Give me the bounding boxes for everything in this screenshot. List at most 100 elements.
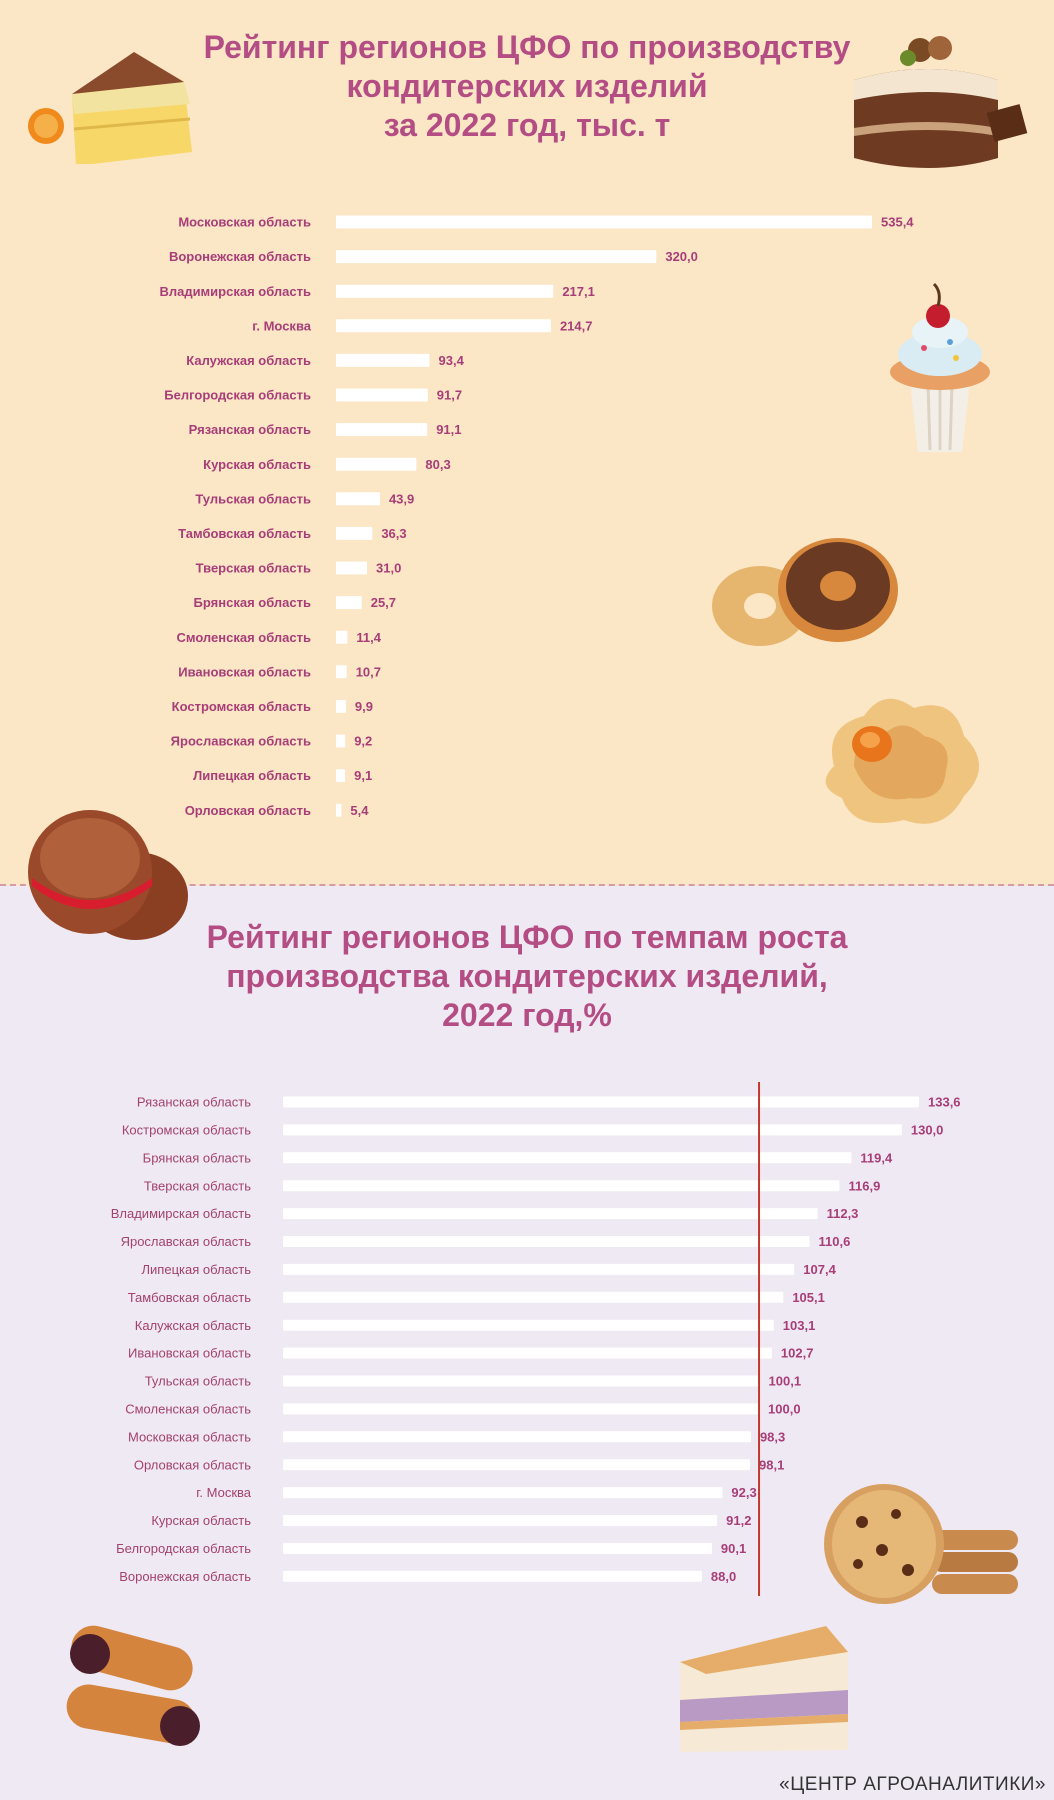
category-label: Курская область bbox=[203, 457, 311, 472]
layered-cake-slice-icon bbox=[680, 1626, 848, 1752]
value-label: 43,9 bbox=[389, 491, 414, 506]
category-label: Тульская область bbox=[195, 491, 311, 506]
category-label: Владимирская область bbox=[159, 284, 311, 299]
value-label: 93,4 bbox=[439, 353, 465, 368]
value-label: 103,1 bbox=[783, 1318, 816, 1333]
value-label: 133,6 bbox=[928, 1095, 961, 1110]
jam-cookie-icon bbox=[825, 698, 979, 824]
bar bbox=[336, 665, 347, 679]
category-label: Костромская область bbox=[122, 1122, 251, 1137]
category-label: Воронежская область bbox=[119, 1569, 251, 1584]
category-label: Московская область bbox=[128, 1429, 251, 1444]
value-label: 91,2 bbox=[726, 1513, 751, 1528]
cake-slice-orange-icon bbox=[28, 52, 192, 164]
category-label: Брянская область bbox=[143, 1150, 252, 1165]
bar bbox=[283, 1431, 751, 1443]
category-label: Брянская область bbox=[194, 595, 311, 610]
bar bbox=[336, 492, 380, 506]
bar bbox=[283, 1347, 772, 1359]
value-label: 25,7 bbox=[371, 595, 396, 610]
category-label: Ивановская область bbox=[128, 1346, 251, 1361]
category-label: Владимирская область bbox=[111, 1206, 251, 1221]
category-label: Тверская область bbox=[144, 1178, 251, 1193]
category-label: Орловская область bbox=[134, 1457, 251, 1472]
bar bbox=[283, 1375, 760, 1387]
bar bbox=[283, 1180, 840, 1192]
category-label: Ивановская область bbox=[178, 664, 311, 679]
value-label: 10,7 bbox=[356, 664, 381, 679]
bar bbox=[336, 250, 657, 264]
category-label: Белгородская область bbox=[116, 1541, 251, 1556]
category-label: Московская область bbox=[178, 215, 311, 230]
bar bbox=[336, 284, 554, 298]
category-label: Курская область bbox=[151, 1513, 251, 1528]
value-label: 105,1 bbox=[792, 1290, 825, 1305]
value-label: 98,1 bbox=[759, 1457, 784, 1472]
value-label: 36,3 bbox=[381, 526, 406, 541]
value-label: 90,1 bbox=[721, 1541, 746, 1556]
value-label: 31,0 bbox=[376, 561, 401, 576]
category-label: Костромская область bbox=[172, 699, 311, 714]
value-label: 112,3 bbox=[827, 1206, 859, 1221]
growth-bar-chart: Рязанская область 133,6 Костромская област… bbox=[111, 1082, 961, 1596]
bar bbox=[336, 526, 373, 540]
value-label: 214,7 bbox=[560, 318, 593, 333]
bar bbox=[336, 215, 872, 229]
bar bbox=[283, 1459, 751, 1471]
value-label: 110,6 bbox=[819, 1234, 851, 1249]
value-label: 130,0 bbox=[911, 1122, 944, 1137]
category-label: Воронежская область bbox=[169, 249, 311, 264]
production-title-line-2: кондитерских изделий bbox=[346, 68, 708, 104]
category-label: Тамбовская область bbox=[178, 526, 311, 541]
value-label: 11,4 bbox=[356, 630, 381, 645]
bar bbox=[336, 561, 368, 575]
production-title-line-3: за 2022 год, тыс. т bbox=[383, 107, 671, 143]
bar bbox=[336, 319, 551, 333]
bar bbox=[336, 803, 342, 817]
bar bbox=[283, 1403, 760, 1415]
category-label: Смоленская область bbox=[176, 630, 311, 645]
category-label: Липецкая область bbox=[193, 768, 311, 783]
value-label: 217,1 bbox=[562, 284, 595, 299]
value-label: 116,9 bbox=[849, 1178, 881, 1193]
category-label: Тверская область bbox=[196, 561, 311, 576]
bar bbox=[336, 734, 346, 748]
bar bbox=[336, 388, 428, 402]
bar bbox=[336, 353, 430, 367]
category-label: Тульская область bbox=[145, 1374, 251, 1389]
category-label: Калужская область bbox=[135, 1318, 251, 1333]
value-label: 91,7 bbox=[437, 388, 462, 403]
bar bbox=[283, 1236, 810, 1247]
bar bbox=[283, 1515, 718, 1526]
value-label: 535,4 bbox=[881, 215, 914, 230]
bar bbox=[336, 457, 417, 471]
growth-chart-title: Рейтинг регионов ЦФО по темпам роста про… bbox=[0, 918, 1054, 1035]
category-label: Смоленская область bbox=[125, 1401, 251, 1416]
category-label: Белгородская область bbox=[164, 388, 311, 403]
chocolate-chip-cookies-icon bbox=[824, 1484, 1018, 1604]
section-divider bbox=[0, 884, 1054, 886]
bar bbox=[283, 1291, 784, 1303]
category-label: Орловская область bbox=[185, 803, 311, 818]
category-label: Рязанская область bbox=[137, 1095, 251, 1110]
category-label: Ярославская область bbox=[171, 734, 311, 749]
bar bbox=[336, 423, 428, 437]
filled-cookies-icon bbox=[28, 810, 188, 940]
bar bbox=[283, 1096, 919, 1108]
value-label: 9,1 bbox=[354, 768, 372, 783]
value-label: 92,3 bbox=[731, 1485, 756, 1500]
value-label: 102,7 bbox=[781, 1346, 814, 1361]
bar bbox=[336, 630, 348, 644]
bar bbox=[336, 769, 346, 783]
value-label: 80,3 bbox=[425, 457, 450, 472]
production-chart-title: Рейтинг регионов ЦФО по производству кон… bbox=[0, 28, 1054, 145]
growth-title-line-3: 2022 год,% bbox=[442, 997, 612, 1033]
production-title-line-1: Рейтинг регионов ЦФО по производству bbox=[203, 29, 851, 65]
bar bbox=[283, 1263, 795, 1275]
value-label: 9,9 bbox=[355, 699, 373, 714]
value-label: 107,4 bbox=[803, 1262, 836, 1277]
bar bbox=[283, 1124, 902, 1136]
category-label: г. Москва bbox=[196, 1485, 252, 1500]
footer-source: «ЦЕНТР АГРОАНАЛИТИКИ» bbox=[779, 1774, 1046, 1795]
donuts-icon bbox=[712, 538, 898, 646]
